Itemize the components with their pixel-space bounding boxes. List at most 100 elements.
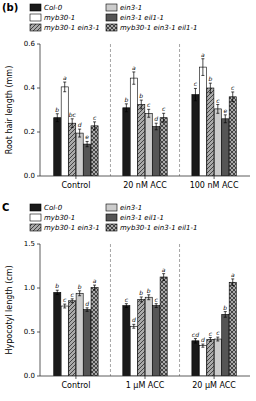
error-cap: [78, 295, 81, 296]
group-separator: [110, 44, 111, 176]
error-line: [133, 324, 134, 328]
error-cap: [216, 337, 219, 338]
y-tick: [37, 132, 40, 133]
error-cap: [216, 104, 219, 105]
error-bar: [78, 291, 81, 296]
y-tick-label: 0.4: [24, 84, 36, 92]
error-line: [232, 92, 233, 102]
legend-label: ein3-1: [120, 4, 142, 12]
error-line: [225, 115, 226, 123]
bar: [199, 346, 206, 376]
error-cap: [194, 343, 197, 344]
significance-letter: a: [63, 74, 67, 81]
y-axis: [40, 44, 41, 176]
significance-letter: b: [223, 304, 227, 311]
significance-letter: c: [162, 105, 166, 112]
error-bar: [140, 100, 143, 109]
legend-swatch: [30, 224, 41, 231]
y-tick: [37, 244, 40, 245]
error-cap: [201, 347, 204, 348]
error-cap: [56, 290, 59, 291]
bar: [192, 341, 199, 376]
error-bar: [86, 308, 89, 312]
y-tick-label: 0.0: [24, 172, 35, 180]
bar: [69, 123, 76, 176]
error-bar: [201, 59, 204, 76]
legend-swatch: [30, 4, 41, 11]
y-axis: [40, 244, 41, 376]
error-bar: [63, 82, 66, 92]
error-bar: [224, 312, 227, 318]
error-line: [163, 113, 164, 122]
error-bar: [125, 304, 128, 308]
error-cap: [56, 294, 59, 295]
significance-letter: a: [132, 64, 136, 71]
legend-swatch: [106, 4, 117, 11]
error-line: [126, 304, 127, 308]
bar: [138, 105, 145, 177]
bar: [54, 292, 61, 376]
x-tick-label: Control: [61, 181, 90, 190]
significance-letter: d: [201, 336, 205, 343]
x-tick-label: 20 nM ACC: [123, 181, 167, 190]
error-cap: [209, 83, 212, 84]
bar: [61, 87, 68, 176]
error-bar: [231, 279, 234, 286]
y-tick-label: 1.5: [24, 240, 35, 248]
error-cap: [86, 311, 89, 312]
error-line: [133, 72, 134, 84]
y-tick: [37, 176, 40, 177]
error-line: [232, 279, 233, 286]
bar-annotations: bccdcddcbcbbcdcbaaa: [55, 266, 235, 343]
legend-label: Col-0: [44, 4, 63, 12]
legend-label: ein3-1 eil1-1: [120, 214, 164, 222]
significance-letter: a: [162, 266, 166, 273]
significance-letter: b: [139, 92, 143, 99]
error-line: [94, 285, 95, 290]
y-tick-label: 0.6: [24, 40, 36, 48]
legend-label: ein3-1 eil1-1: [120, 14, 164, 22]
y-axis-label: Hypocotyl length (cm): [5, 265, 14, 354]
bar: [145, 113, 152, 176]
legend-label: Col-0: [44, 204, 63, 212]
error-cap: [56, 121, 59, 122]
error-cap: [216, 113, 219, 114]
y-tick-label: 1.0: [24, 284, 35, 292]
error-cap: [162, 280, 165, 281]
error-line: [210, 83, 211, 93]
error-bar: [209, 83, 212, 93]
legend-swatch: [106, 214, 117, 221]
bar: [91, 126, 98, 176]
error-line: [202, 344, 203, 347]
error-bar: [216, 337, 219, 341]
error-cap: [224, 317, 227, 318]
significance-letter: c: [93, 114, 97, 121]
error-cap: [194, 88, 197, 89]
error-cap: [93, 129, 96, 130]
x-tick: [214, 176, 215, 179]
error-line: [87, 308, 88, 312]
error-bar: [78, 129, 81, 137]
significance-letter: d: [132, 316, 136, 323]
x-tick: [214, 376, 215, 379]
error-cap: [231, 101, 234, 102]
error-bar: [132, 324, 135, 328]
bar: [84, 144, 91, 176]
plot-area: [54, 274, 237, 376]
error-cap: [209, 337, 212, 338]
error-line: [126, 104, 127, 112]
error-cap: [78, 129, 81, 130]
plot-area: [54, 59, 237, 176]
bar: [207, 88, 214, 176]
y-tick: [37, 88, 40, 89]
significance-letter: a: [201, 51, 205, 58]
legend-swatch: [106, 24, 117, 31]
significance-letter: b: [208, 75, 212, 82]
error-cap: [194, 338, 197, 339]
significance-letter: cd: [192, 331, 199, 338]
significance-letter: b: [147, 287, 151, 294]
error-line: [225, 312, 226, 318]
error-bar: [201, 344, 204, 347]
bar: [54, 118, 61, 176]
significance-letter: d: [154, 115, 158, 122]
